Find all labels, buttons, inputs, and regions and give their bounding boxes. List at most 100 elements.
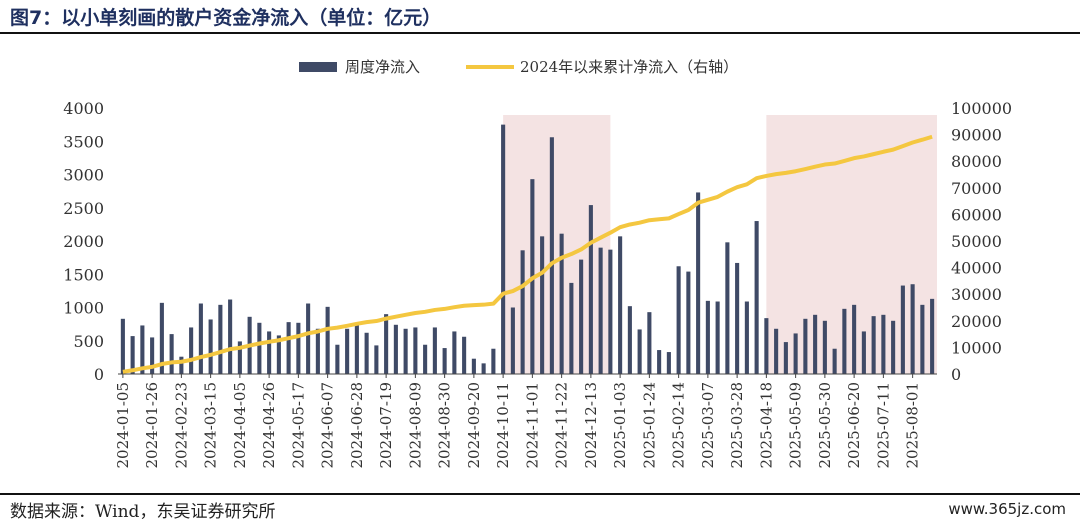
x-tick-label: 2025-06-20 bbox=[845, 382, 863, 468]
bar bbox=[579, 259, 584, 374]
bar bbox=[150, 337, 155, 374]
bar bbox=[637, 329, 642, 374]
x-tick-label: 2024-12-13 bbox=[582, 382, 600, 468]
x-tick-label: 2025-08-01 bbox=[904, 382, 922, 468]
bar bbox=[481, 363, 486, 374]
bar bbox=[384, 314, 389, 374]
y-right-tick-label: 0 bbox=[951, 365, 961, 384]
bar bbox=[891, 320, 896, 374]
bar bbox=[442, 348, 447, 374]
bar bbox=[520, 250, 525, 374]
bar bbox=[315, 328, 320, 374]
bar bbox=[871, 316, 876, 374]
legend-bar-swatch bbox=[299, 62, 337, 72]
y-right-tick-label: 70000 bbox=[951, 179, 1002, 198]
bar bbox=[179, 356, 184, 374]
x-tick-label: 2024-07-19 bbox=[377, 382, 395, 468]
bar bbox=[549, 137, 554, 374]
bar bbox=[813, 314, 818, 374]
bar bbox=[705, 300, 710, 374]
x-tick-label: 2025-01-03 bbox=[611, 382, 629, 468]
bar bbox=[257, 322, 262, 374]
bar bbox=[471, 358, 476, 374]
bar bbox=[364, 332, 369, 374]
bar bbox=[588, 205, 593, 374]
x-tick-label: 2024-08-30 bbox=[436, 382, 454, 468]
bar bbox=[744, 301, 749, 374]
x-tick-label: 2025-03-28 bbox=[728, 382, 746, 468]
bar bbox=[783, 342, 788, 374]
bar bbox=[198, 303, 203, 374]
bar bbox=[930, 298, 935, 374]
bar bbox=[140, 325, 145, 374]
x-tick-label: 2024-03-15 bbox=[202, 382, 220, 468]
legend-line-label: 2024年以来累计净流入（右轴） bbox=[520, 58, 738, 76]
bar bbox=[423, 344, 428, 374]
axes: 0 500 1000 1500 2000 2500 3000 3500 4000 0 10000 20… bbox=[63, 99, 1012, 468]
bar bbox=[715, 301, 720, 374]
title-bar: 图7：以小单刻画的散户资金净流入（单位：亿元） bbox=[0, 0, 1080, 34]
y-left-tick-label: 3000 bbox=[63, 166, 104, 185]
x-tick-label: 2024-01-05 bbox=[114, 382, 132, 468]
chart: 0 500 1000 1500 2000 2500 3000 3500 4000 0 10000 20… bbox=[63, 58, 1012, 468]
data-source: 数据来源：Wind，东吴证券研究所 bbox=[10, 502, 276, 522]
y-left-tick-label: 1500 bbox=[63, 265, 104, 284]
bar bbox=[276, 335, 281, 374]
bar bbox=[452, 331, 457, 374]
x-tick-label: 2025-02-14 bbox=[670, 382, 688, 468]
y-left-tick-label: 500 bbox=[73, 332, 104, 351]
bar bbox=[413, 327, 418, 374]
bar bbox=[510, 307, 515, 374]
x-tick-label: 2024-06-07 bbox=[319, 382, 337, 468]
y-right-tick-label: 20000 bbox=[951, 312, 1002, 331]
bar bbox=[793, 333, 798, 374]
bar bbox=[696, 192, 701, 374]
figure-title: 图7：以小单刻画的散户资金净流入（单位：亿元） bbox=[10, 7, 442, 29]
bar bbox=[754, 221, 759, 374]
x-tick-label: 2024-08-09 bbox=[406, 382, 424, 468]
bar bbox=[666, 352, 671, 374]
y-left-tick-label: 2000 bbox=[63, 232, 104, 251]
bar bbox=[852, 304, 857, 374]
x-tick-label: 2024-06-28 bbox=[348, 382, 366, 468]
bar bbox=[345, 328, 350, 374]
bar bbox=[130, 336, 135, 374]
x-tick-label: 2024-02-23 bbox=[172, 382, 190, 468]
x-tick-label: 2024-01-26 bbox=[143, 382, 161, 468]
bar bbox=[608, 249, 613, 374]
legend-bar-label: 周度净流入 bbox=[345, 58, 420, 76]
bar bbox=[393, 324, 398, 374]
bar bbox=[286, 322, 291, 374]
cumulative-line bbox=[122, 134, 933, 374]
y-right-tick-label: 10000 bbox=[951, 338, 1002, 357]
bar bbox=[569, 282, 574, 374]
y-left-tick-label: 0 bbox=[94, 365, 104, 384]
bar bbox=[540, 236, 545, 374]
bar bbox=[764, 318, 769, 374]
bar bbox=[296, 322, 301, 374]
y-left-tick-label: 1000 bbox=[63, 299, 104, 318]
bar bbox=[432, 327, 437, 374]
bar bbox=[920, 304, 925, 374]
x-tick-label: 2024-04-05 bbox=[231, 382, 249, 468]
bar bbox=[842, 308, 847, 374]
y-right-tick-label: 80000 bbox=[951, 152, 1002, 171]
x-tick-label: 2024-10-11 bbox=[494, 382, 512, 468]
bar bbox=[325, 306, 330, 374]
y-left-tick-label: 4000 bbox=[63, 99, 104, 118]
x-tick-label: 2025-04-18 bbox=[757, 382, 775, 468]
watermark: www.365jz.com bbox=[948, 500, 1066, 518]
y-left-tick-label: 2500 bbox=[63, 199, 104, 218]
bar bbox=[627, 306, 632, 374]
x-tick-label: 2024-11-22 bbox=[553, 382, 571, 468]
y-left-tick-label: 3500 bbox=[63, 132, 104, 151]
bar bbox=[208, 319, 213, 374]
bar bbox=[881, 314, 886, 374]
x-tick-label: 2025-05-30 bbox=[816, 382, 834, 468]
bar bbox=[725, 242, 730, 374]
y-right-tick-label: 50000 bbox=[951, 232, 1002, 251]
x-tick-label: 2024-09-20 bbox=[465, 382, 483, 468]
bar bbox=[774, 328, 779, 374]
bar bbox=[861, 331, 866, 374]
bar bbox=[354, 323, 359, 374]
